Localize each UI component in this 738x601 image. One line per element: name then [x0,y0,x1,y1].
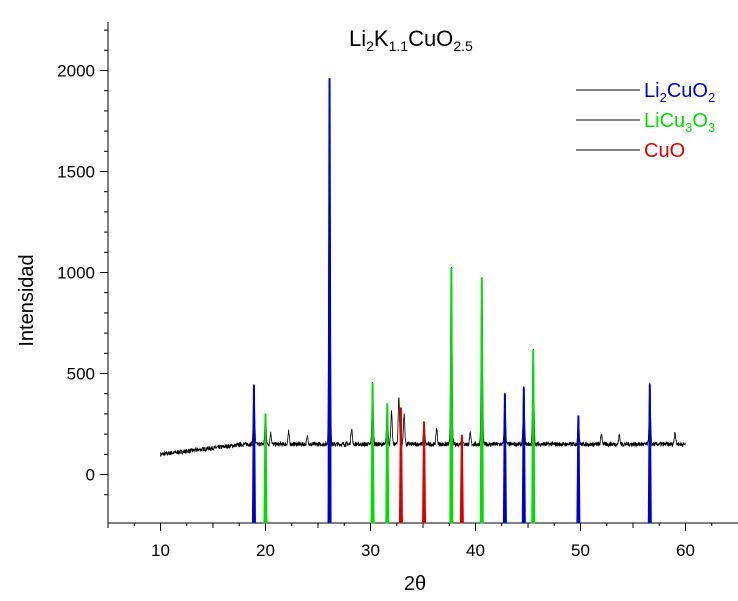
series-licu3o3 [263,268,536,524]
y-tick-label: 500 [67,365,95,384]
peak-bar [502,393,507,524]
chart-title-text: Li2K1.1CuO2.5 [349,26,473,54]
peak-bar [449,268,454,524]
peak-bar [385,403,390,524]
x-tick-label: 30 [361,541,380,560]
x-axis-ticks: 10 20 30 40 50 60 [107,523,713,560]
y-tick-label: 2000 [57,61,95,80]
peak-bar [521,387,526,524]
series-cuo [398,407,464,524]
peak-bar [327,78,332,524]
x-tick-label: 20 [256,541,275,560]
reference-peaks [251,78,652,524]
x-tick-label: 10 [151,541,170,560]
legend-entry-li2cuo2: Li2CuO2 [644,80,715,105]
y-tick-label: 1000 [57,264,95,283]
x-tick-label: 50 [571,541,590,560]
diffraction-pattern [160,80,686,457]
x-tick-label: 60 [676,541,695,560]
x-tick-label: 40 [466,541,485,560]
peak-bar [263,413,268,524]
series-li2cuo2 [251,78,652,524]
peak-bar [370,383,375,524]
y-tick-label: 1500 [57,162,95,181]
peak-bar [459,434,464,524]
y-axis-label: Intensidad [16,254,38,346]
peak-bar [251,385,256,524]
legend: Li2CuO2 LiCu3O3 CuO [576,80,715,162]
y-axis-ticks: 0 500 1000 1500 2000 [57,29,108,496]
pattern-line [160,80,686,457]
legend-entry-licu3o3: LiCu3O3 [644,110,715,135]
peak-bar [422,421,427,524]
x-axis-label: 2θ [404,573,426,595]
legend-entry-cuo: CuO [644,140,685,162]
peak-bar [647,384,652,524]
peak-bar [531,349,536,524]
peak-bar [479,277,484,524]
peak-bar [398,407,403,524]
chart-title: Li2K1.1CuO2.5 [349,26,473,54]
peak-bar [576,415,581,524]
y-tick-label: 0 [86,466,95,485]
